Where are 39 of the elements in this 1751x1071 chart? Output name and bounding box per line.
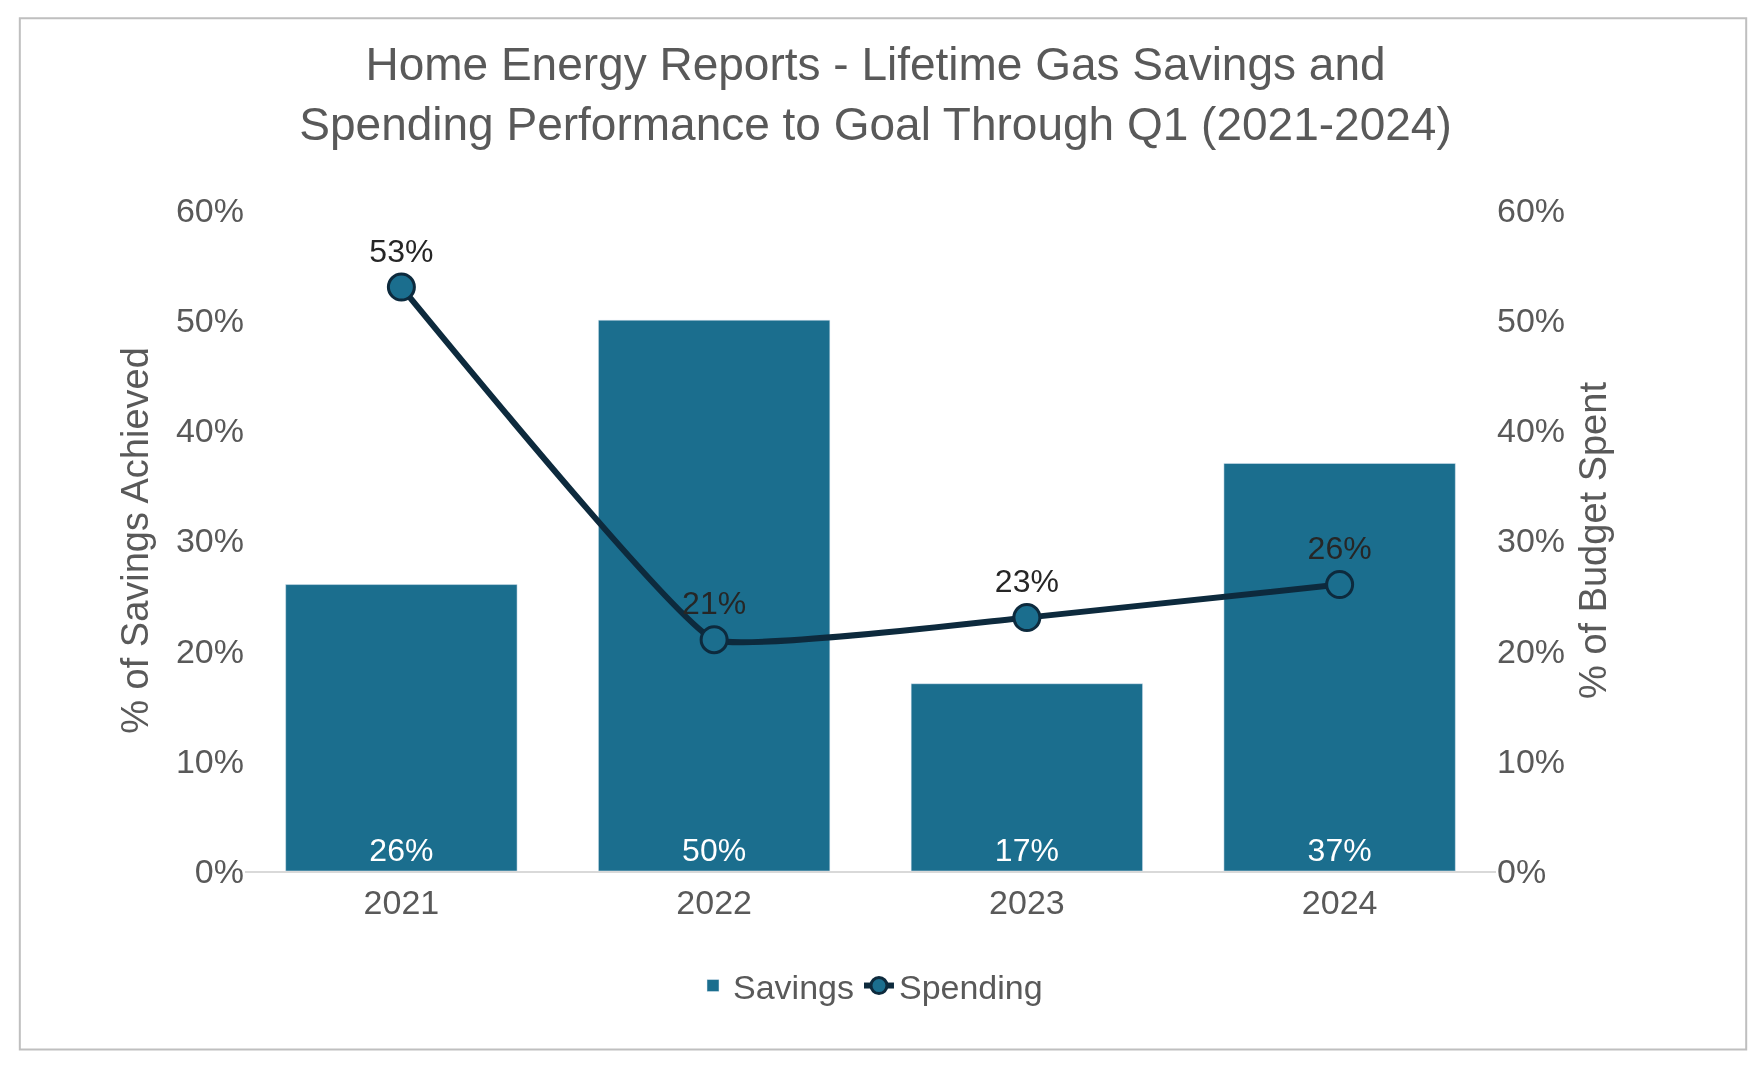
y2-tick-label: 50%	[1497, 301, 1566, 340]
legend-label: Savings	[733, 967, 854, 1006]
y2-tick-label: 40%	[1497, 411, 1566, 450]
y-tick-label: 30%	[175, 521, 244, 560]
data-label: 26%	[369, 832, 434, 868]
y2-tick-label: 20%	[1497, 631, 1566, 670]
x-tick-label: 2022	[676, 882, 752, 921]
y-tick-label: 20%	[175, 631, 244, 670]
data-label: 26%	[1307, 530, 1372, 567]
y-tick-label: 10%	[175, 741, 244, 780]
point	[1325, 570, 1355, 600]
y2-tick-label: 10%	[1497, 741, 1566, 780]
point	[386, 272, 416, 302]
chart-title: Home Energy Reports - Lifetime Gas Savings and Spending Performance to Goal Through Q1 (2021-2024)	[299, 38, 1452, 151]
y2-tick-label: 0%	[1497, 851, 1547, 890]
data-label: 21%	[682, 585, 747, 622]
data-label: 50%	[682, 832, 747, 868]
x-tick-label: 2024	[1301, 882, 1378, 921]
legend-label: Spending	[898, 967, 1043, 1006]
point	[699, 625, 729, 655]
y2-axis-title: % of Budget Spent	[1572, 381, 1615, 699]
y-tick-label: 50%	[175, 301, 244, 340]
y-tick-label: 40%	[175, 411, 244, 450]
data-label: 53%	[369, 232, 434, 269]
y-tick-label: 60%	[175, 190, 244, 229]
x-tick-label: 2023	[989, 882, 1065, 921]
y2-tick-label: 60%	[1497, 190, 1566, 229]
y-tick-label: 0%	[194, 851, 244, 890]
bar	[598, 319, 831, 871]
data-label: 23%	[994, 563, 1059, 600]
x-tick-label: 2021	[363, 882, 440, 921]
bar	[1223, 463, 1456, 871]
y-axis-title: % of Savings Achieved	[114, 347, 157, 734]
bar	[285, 584, 518, 871]
y2-tick-label: 30%	[1497, 521, 1566, 560]
bar	[910, 683, 1143, 871]
point	[1012, 603, 1042, 633]
data-label: 37%	[1307, 832, 1372, 868]
data-label: 17%	[994, 832, 1059, 868]
